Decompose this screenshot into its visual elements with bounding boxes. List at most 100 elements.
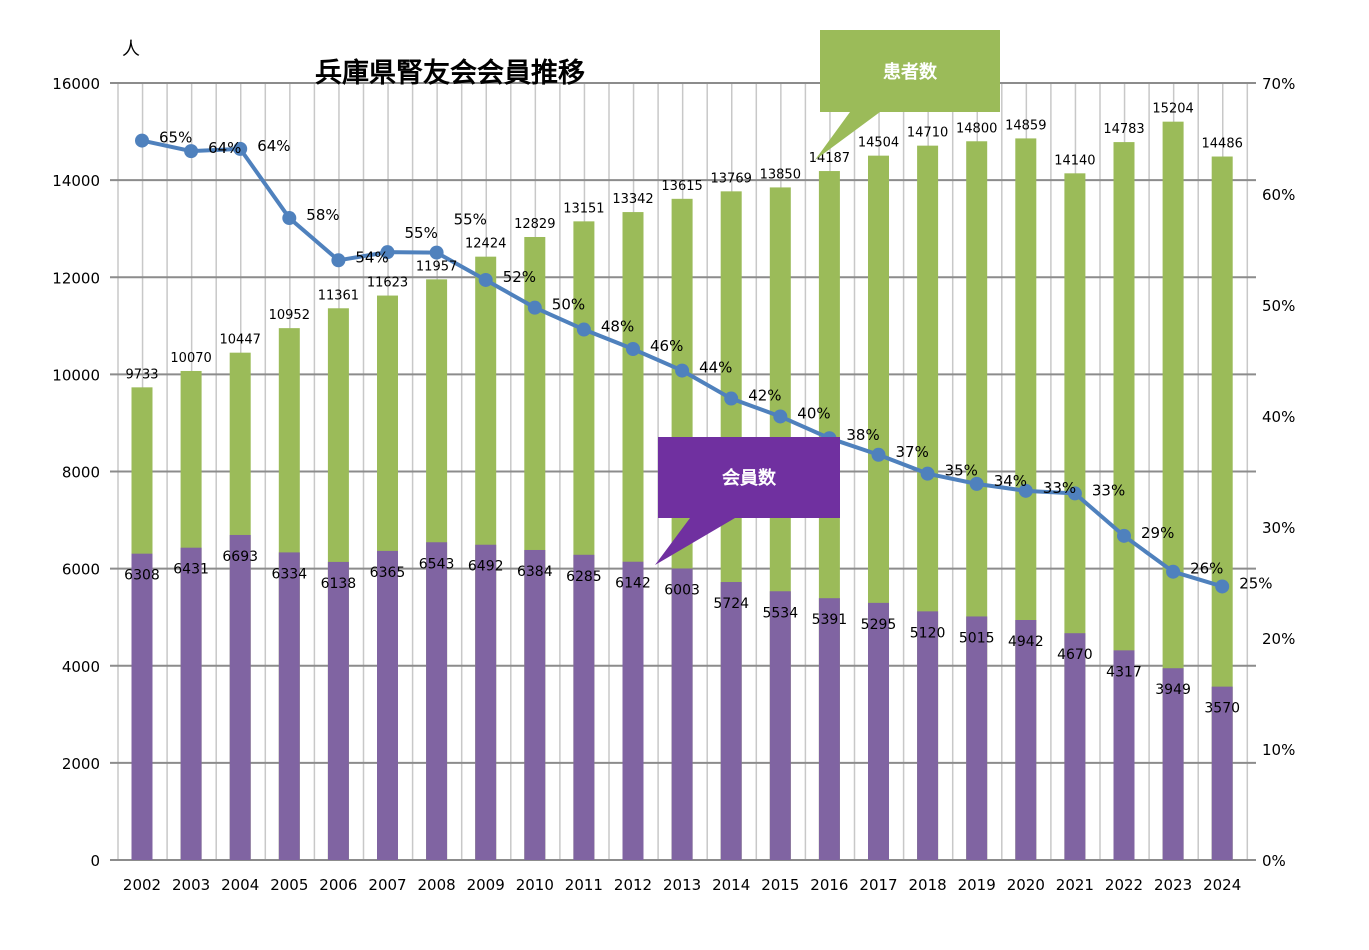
members-bar bbox=[671, 568, 693, 860]
ratio-marker bbox=[576, 322, 591, 337]
ratio-marker bbox=[1215, 579, 1230, 594]
ratio-label: 37% bbox=[896, 443, 929, 461]
ratio-label: 65% bbox=[159, 129, 192, 147]
members-value-label: 5534 bbox=[762, 605, 798, 621]
patients-value-label: 14859 bbox=[1005, 118, 1046, 133]
patients-bar bbox=[1211, 156, 1233, 860]
x-tick-label: 2017 bbox=[859, 876, 897, 894]
patients-value-label: 13151 bbox=[563, 201, 604, 216]
members-bar bbox=[1162, 668, 1184, 860]
members-bar bbox=[720, 582, 742, 860]
y-tick-label: 0 bbox=[90, 852, 100, 870]
ratio-label: 25% bbox=[1239, 574, 1272, 592]
members-value-label: 4317 bbox=[1106, 664, 1142, 680]
members-value-label: 6308 bbox=[124, 568, 160, 584]
members-value-label: 6492 bbox=[468, 559, 504, 575]
ratio-marker bbox=[773, 409, 788, 424]
ratio-label: 54% bbox=[355, 248, 388, 266]
ratio-marker bbox=[920, 466, 935, 481]
ratio-label: 35% bbox=[945, 462, 978, 480]
ratio-marker bbox=[626, 342, 640, 357]
x-tick-label: 2003 bbox=[172, 876, 210, 894]
y2-tick-label: 40% bbox=[1262, 408, 1295, 426]
patients-value-label: 14504 bbox=[858, 136, 899, 151]
members-value-label: 5295 bbox=[861, 617, 897, 633]
y-axis-unit: 人 bbox=[122, 39, 140, 60]
members-value-label: 5120 bbox=[910, 625, 946, 641]
y-tick-label: 10000 bbox=[52, 366, 100, 384]
patients-value-label: 13769 bbox=[711, 171, 752, 186]
members-bar bbox=[1113, 650, 1135, 860]
members-value-label: 6365 bbox=[370, 565, 406, 581]
y2-tick-label: 30% bbox=[1262, 519, 1295, 537]
ratio-marker bbox=[1166, 564, 1181, 579]
members-bar bbox=[180, 547, 202, 860]
x-tick-label: 2016 bbox=[810, 876, 848, 894]
y-tick-label: 14000 bbox=[52, 172, 100, 190]
members-bar bbox=[426, 542, 448, 860]
x-tick-label: 2024 bbox=[1203, 876, 1241, 894]
patients-value-label: 10447 bbox=[220, 333, 261, 348]
patients-value-label: 11957 bbox=[416, 259, 457, 274]
members-bar bbox=[524, 549, 546, 860]
members-bar bbox=[622, 561, 644, 860]
members-bar bbox=[1211, 686, 1233, 860]
x-tick-label: 2015 bbox=[761, 876, 799, 894]
patients-value-label: 13342 bbox=[612, 192, 653, 207]
ratio-label: 40% bbox=[797, 404, 830, 422]
members-bar bbox=[818, 598, 840, 860]
x-tick-label: 2012 bbox=[614, 876, 652, 894]
ratio-label: 33% bbox=[1043, 479, 1076, 497]
ratio-marker bbox=[1117, 528, 1131, 543]
data-labels: 9733 6308 10070 6431 10447 6693 10952 6334 11361… bbox=[124, 102, 1272, 717]
callout-members: 会員数 bbox=[655, 437, 840, 565]
members-value-label: 3949 bbox=[1155, 682, 1191, 698]
members-value-label: 5724 bbox=[713, 596, 749, 612]
members-value-label: 6334 bbox=[271, 566, 307, 582]
x-tick-label: 2009 bbox=[467, 876, 505, 894]
y2-tick-label: 20% bbox=[1262, 630, 1295, 648]
ratio-marker bbox=[871, 447, 886, 462]
x-tick-label: 2021 bbox=[1056, 876, 1094, 894]
x-tick-label: 2011 bbox=[565, 876, 603, 894]
ratio-marker bbox=[135, 133, 149, 148]
members-bar bbox=[966, 616, 988, 860]
members-bar bbox=[229, 534, 251, 860]
ratio-label: 34% bbox=[994, 472, 1027, 490]
patients-value-label: 11361 bbox=[318, 288, 359, 303]
members-value-label: 3570 bbox=[1204, 701, 1240, 717]
x-tick-label: 2008 bbox=[418, 876, 456, 894]
y-tick-label: 12000 bbox=[52, 269, 100, 287]
ratio-label: 48% bbox=[601, 318, 634, 336]
members-value-label: 6384 bbox=[517, 564, 553, 580]
x-tick-label: 2020 bbox=[1007, 876, 1045, 894]
x-tick-label: 2023 bbox=[1154, 876, 1192, 894]
members-value-label: 5391 bbox=[812, 612, 848, 628]
patients-value-label: 13615 bbox=[661, 179, 702, 194]
x-tick-label: 2019 bbox=[958, 876, 996, 894]
ratio-marker bbox=[331, 253, 346, 268]
ratio-marker bbox=[429, 245, 444, 260]
ratio-marker bbox=[675, 363, 690, 378]
ratio-label: 44% bbox=[699, 359, 732, 377]
ratio-line bbox=[135, 133, 1230, 594]
patients-value-label: 14187 bbox=[809, 151, 850, 166]
members-bar bbox=[917, 611, 939, 860]
members-bar bbox=[475, 544, 497, 860]
ratio-marker bbox=[184, 144, 199, 159]
ratio-label: 33% bbox=[1092, 481, 1125, 499]
x-tick-label: 2014 bbox=[712, 876, 750, 894]
patients-value-label: 15204 bbox=[1152, 102, 1193, 117]
ratio-marker bbox=[233, 141, 248, 156]
ratio-label: 58% bbox=[306, 206, 339, 224]
y2-tick-label: 0% bbox=[1262, 852, 1286, 870]
x-tick-label: 2006 bbox=[319, 876, 357, 894]
bars bbox=[131, 121, 1233, 861]
patients-value-label: 14486 bbox=[1202, 137, 1243, 152]
ratio-marker bbox=[969, 476, 984, 491]
patients-value-label: 10952 bbox=[269, 308, 310, 323]
ratio-label: 52% bbox=[503, 268, 536, 286]
ratio-marker bbox=[380, 245, 395, 260]
patients-value-label: 11623 bbox=[367, 276, 408, 291]
